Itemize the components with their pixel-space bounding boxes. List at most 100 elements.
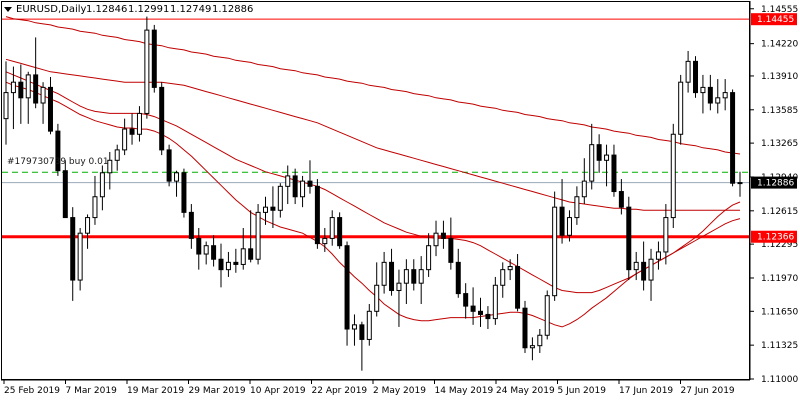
candle[interactable]: [151, 24, 157, 93]
candle[interactable]: [529, 337, 535, 361]
candle[interactable]: [485, 306, 491, 330]
candle[interactable]: [359, 321, 365, 371]
candle[interactable]: [448, 217, 454, 270]
candle[interactable]: [715, 79, 721, 114]
candle[interactable]: [144, 16, 150, 119]
candle[interactable]: [233, 248, 239, 273]
candle[interactable]: [47, 76, 53, 135]
candle[interactable]: [114, 144, 120, 171]
candle[interactable]: [737, 171, 743, 197]
candle[interactable]: [693, 56, 699, 98]
candle[interactable]: [218, 243, 224, 288]
candle[interactable]: [285, 165, 291, 205]
candle[interactable]: [633, 251, 639, 281]
candle[interactable]: [515, 254, 521, 312]
candle[interactable]: [292, 168, 298, 205]
candle[interactable]: [181, 168, 187, 218]
candle[interactable]: [366, 304, 372, 346]
candles-layer[interactable]: [3, 16, 743, 371]
candle[interactable]: [255, 204, 261, 265]
candle[interactable]: [589, 123, 595, 190]
price-axis[interactable]: 1.145551.142201.139101.135851.132651.129…: [750, 5, 798, 385]
candle[interactable]: [552, 191, 558, 301]
candle[interactable]: [136, 106, 142, 142]
price-label-box[interactable]: [751, 230, 797, 243]
candle[interactable]: [730, 89, 736, 187]
candle[interactable]: [507, 259, 513, 281]
candle[interactable]: [478, 297, 484, 327]
candle[interactable]: [92, 175, 98, 225]
candle[interactable]: [403, 259, 409, 305]
candle[interactable]: [188, 204, 194, 249]
candle[interactable]: [418, 256, 424, 305]
price-label-box[interactable]: [751, 13, 797, 26]
candle[interactable]: [55, 123, 61, 176]
candle[interactable]: [25, 71, 31, 124]
candle[interactable]: [707, 74, 713, 111]
candle[interactable]: [670, 123, 676, 228]
candle[interactable]: [455, 248, 461, 298]
candle[interactable]: [99, 165, 105, 211]
candle[interactable]: [329, 210, 335, 246]
candle[interactable]: [566, 210, 572, 242]
candle[interactable]: [618, 179, 624, 215]
candle[interactable]: [174, 170, 180, 197]
candle[interactable]: [433, 220, 439, 257]
candle[interactable]: [18, 64, 24, 124]
candle[interactable]: [159, 82, 165, 156]
candle[interactable]: [270, 186, 276, 228]
candle[interactable]: [596, 134, 602, 173]
candle[interactable]: [196, 227, 202, 270]
candle[interactable]: [322, 227, 328, 252]
candle[interactable]: [685, 50, 691, 93]
candle[interactable]: [500, 262, 506, 298]
candle[interactable]: [262, 196, 268, 225]
candle[interactable]: [337, 212, 343, 249]
candle[interactable]: [77, 227, 83, 291]
order-line-label[interactable]: #179730739 buy 0.01: [7, 157, 109, 167]
candle[interactable]: [129, 113, 135, 145]
candle[interactable]: [33, 37, 39, 109]
candle[interactable]: [426, 233, 432, 277]
candle[interactable]: [248, 210, 254, 263]
candle[interactable]: [655, 241, 661, 270]
candle[interactable]: [122, 118, 128, 156]
candle[interactable]: [663, 204, 669, 265]
candle[interactable]: [700, 74, 706, 114]
candle[interactable]: [470, 287, 476, 325]
price-label-box[interactable]: [751, 176, 797, 189]
candle[interactable]: [10, 66, 16, 130]
candle[interactable]: [166, 144, 172, 187]
candle[interactable]: [581, 158, 587, 205]
candle[interactable]: [389, 248, 395, 296]
candle[interactable]: [351, 314, 357, 346]
candle[interactable]: [374, 262, 380, 317]
candle[interactable]: [344, 241, 350, 346]
candle[interactable]: [604, 144, 610, 187]
candle[interactable]: [203, 241, 209, 265]
candle[interactable]: [574, 186, 580, 225]
candle[interactable]: [70, 207, 76, 301]
candle[interactable]: [492, 276, 498, 325]
candle[interactable]: [396, 269, 402, 327]
candle[interactable]: [107, 151, 113, 190]
candle[interactable]: [314, 179, 320, 249]
candle[interactable]: [537, 329, 543, 353]
candle[interactable]: [240, 227, 246, 270]
candle[interactable]: [3, 61, 9, 145]
candle[interactable]: [611, 144, 617, 197]
candle[interactable]: [225, 251, 231, 277]
candle[interactable]: [463, 283, 469, 319]
candle[interactable]: [544, 290, 550, 340]
candle[interactable]: [62, 160, 68, 219]
candle[interactable]: [522, 300, 528, 353]
candle[interactable]: [300, 175, 306, 208]
candle[interactable]: [85, 214, 91, 249]
candle[interactable]: [440, 220, 446, 249]
candle[interactable]: [626, 196, 632, 281]
time-axis[interactable]: 25 Feb 2019 7 Mar 2019 19 Mar 2019 29 Mar 2…: [3, 380, 735, 396]
candle[interactable]: [559, 179, 565, 244]
candle[interactable]: [641, 241, 647, 291]
